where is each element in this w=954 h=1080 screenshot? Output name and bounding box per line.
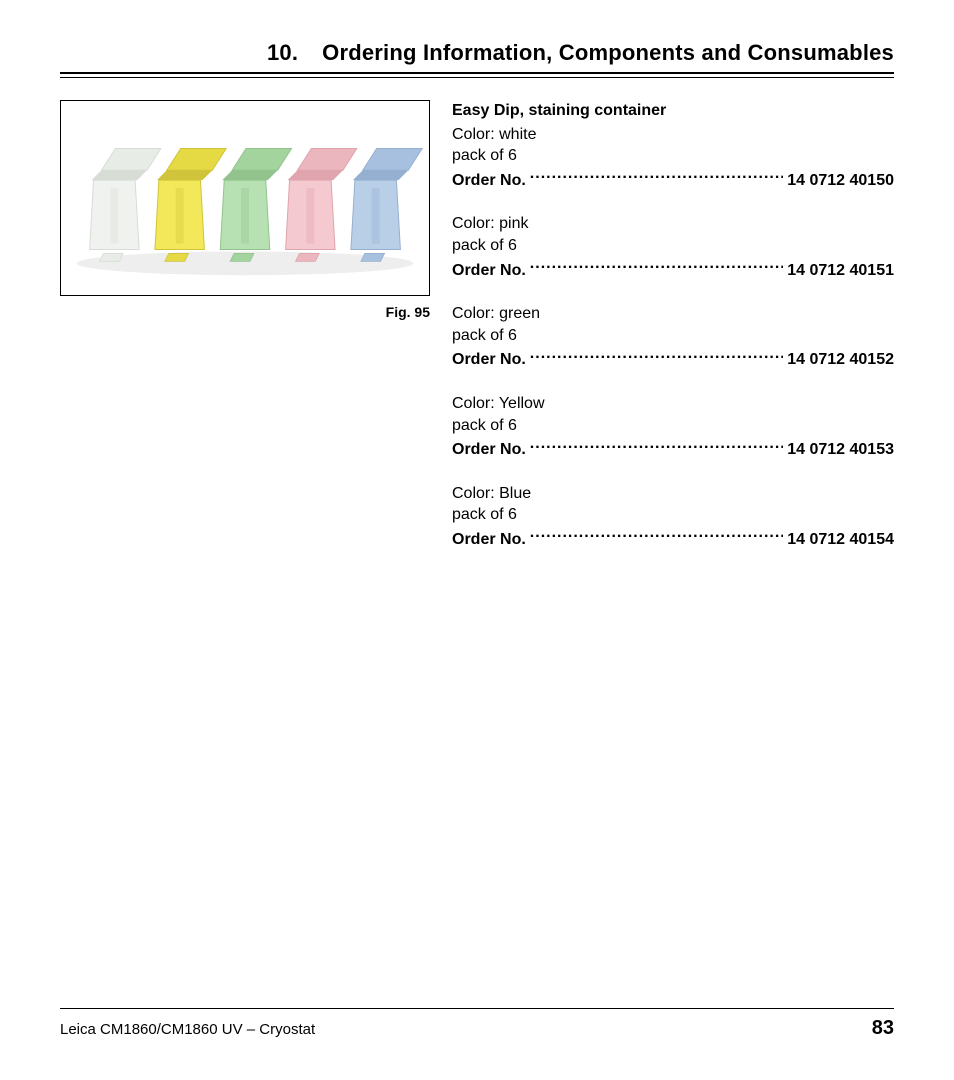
product-variant: Color: Yellowpack of 6Order No. 14 0712 … — [452, 393, 894, 461]
order-number: 14 0712 40154 — [787, 529, 894, 551]
order-label: Order No. — [452, 260, 526, 282]
order-number: 14 0712 40152 — [787, 349, 894, 371]
order-label: Order No. — [452, 170, 526, 192]
dot-leader — [530, 348, 783, 364]
figure-image — [60, 100, 430, 296]
variant-color: Color: green — [452, 303, 894, 325]
variant-color: Color: pink — [452, 213, 894, 235]
product-title: Easy Dip, staining container — [452, 100, 894, 122]
dot-leader — [530, 259, 783, 275]
variant-pack: pack of 6 — [452, 504, 894, 526]
order-number: 14 0712 40153 — [787, 439, 894, 461]
dot-leader — [530, 528, 783, 544]
order-label: Order No. — [452, 529, 526, 551]
product-variant: Color: pinkpack of 6Order No. 14 0712 40… — [452, 213, 894, 281]
chapter-number: 10. — [267, 40, 298, 65]
order-number: 14 0712 40150 — [787, 170, 894, 192]
order-line: Order No. 14 0712 40154 — [452, 528, 894, 551]
order-number: 14 0712 40151 — [787, 260, 894, 282]
variant-pack: pack of 6 — [452, 235, 894, 257]
chapter-title: Ordering Information, Components and Con… — [322, 40, 894, 65]
variant-pack: pack of 6 — [452, 145, 894, 167]
order-line: Order No. 14 0712 40153 — [452, 438, 894, 461]
product-variant: Color: Bluepack of 6Order No. 14 0712 40… — [452, 483, 894, 551]
variant-pack: pack of 6 — [452, 325, 894, 347]
header-rule — [60, 72, 894, 78]
dot-leader — [530, 169, 783, 185]
order-line: Order No. 14 0712 40150 — [452, 169, 894, 192]
variant-color: Color: white — [452, 124, 894, 146]
variant-pack: pack of 6 — [452, 415, 894, 437]
order-label: Order No. — [452, 349, 526, 371]
footer-doc-title: Leica CM1860/CM1860 UV – Cryostat — [60, 1021, 315, 1038]
variant-color: Color: Blue — [452, 483, 894, 505]
order-line: Order No. 14 0712 40151 — [452, 259, 894, 282]
variant-color: Color: Yellow — [452, 393, 894, 415]
figure-caption: Fig. 95 — [60, 304, 430, 320]
chapter-header: 10. Ordering Information, Components and … — [60, 40, 894, 72]
footer-rule — [60, 1008, 894, 1009]
order-label: Order No. — [452, 439, 526, 461]
product-variant: Color: whitepack of 6Order No. 14 0712 4… — [452, 124, 894, 192]
order-line: Order No. 14 0712 40152 — [452, 348, 894, 371]
product-variant: Color: greenpack of 6Order No. 14 0712 4… — [452, 303, 894, 371]
footer-page-number: 83 — [872, 1017, 894, 1040]
dot-leader — [530, 438, 783, 454]
